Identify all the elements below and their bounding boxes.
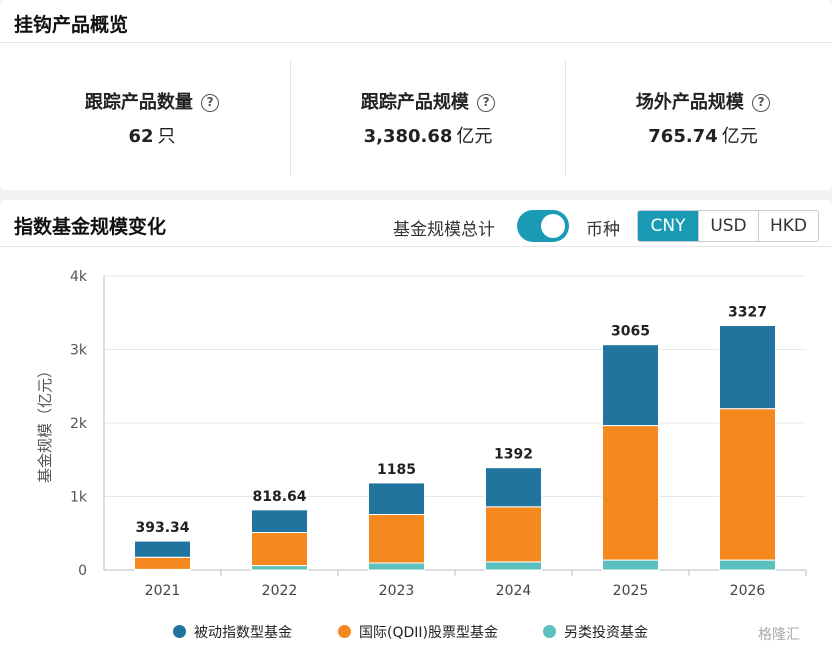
y-tick-label: 3k xyxy=(70,343,88,359)
help-icon[interactable]: ? xyxy=(752,94,771,112)
legend-item[interactable]: 另类投资基金 xyxy=(543,622,648,642)
bar-segment xyxy=(251,565,308,571)
bar-total-label: 1392 xyxy=(494,447,533,463)
bar-total-label: 818.64 xyxy=(252,489,306,505)
bar-total-label: 3065 xyxy=(611,324,650,340)
metric-label: 跟踪产品规模 xyxy=(360,92,469,113)
bar-segment xyxy=(368,482,425,516)
bar-segment xyxy=(719,324,776,410)
legend-label: 国际(QDII)股票型基金 xyxy=(359,625,498,641)
currency-label: 币种 xyxy=(586,220,620,240)
y-tick-label: 4k xyxy=(70,269,88,285)
metric-unit: 只 xyxy=(157,126,176,147)
total-toggle-label: 基金规模总计 xyxy=(393,220,495,240)
watermark-logo: 格隆汇 xyxy=(758,627,800,643)
bar-segment xyxy=(719,559,776,571)
y-axis-title: 基金规模（亿元） xyxy=(36,363,54,483)
x-tick-label: 2022 xyxy=(262,583,298,599)
metric-value: 62 xyxy=(128,126,154,147)
bar-segment xyxy=(134,540,191,558)
overview-card: 挂钩产品概览 跟踪产品数量 ? 62 只 跟踪产品规模 ? 3,380.68 亿元 … xyxy=(0,0,832,190)
bar-segment xyxy=(485,561,542,571)
metric-unit: 亿元 xyxy=(721,126,758,147)
x-tick-label: 2023 xyxy=(379,583,415,599)
help-icon[interactable]: ? xyxy=(477,94,496,112)
currency-option[interactable]: HKD xyxy=(758,211,818,241)
bar-segment xyxy=(368,514,425,564)
currency-selector[interactable]: CNY USD HKD xyxy=(637,210,819,242)
legend-dot xyxy=(543,625,556,638)
metric-tracked-scale: 跟踪产品规模 ? 3,380.68 亿元 xyxy=(290,60,566,176)
metric-tracked-count: 跟踪产品数量 ? 62 只 xyxy=(14,60,290,176)
bar-total-label: 393.34 xyxy=(135,520,189,536)
y-tick-label: 0 xyxy=(78,563,87,579)
toggle-knob xyxy=(541,214,565,238)
overview-divider xyxy=(0,42,832,43)
bar-segment xyxy=(602,425,659,561)
bar-segment xyxy=(368,562,425,571)
bar-segment xyxy=(134,556,191,570)
bar-segment xyxy=(485,506,542,563)
y-tick-label: 2k xyxy=(70,416,88,432)
metric-value: 765.74 xyxy=(648,126,718,147)
fund-scale-chart: 0 1k 2k 3k 4k 基金规模（亿元） 393.34 2021 818.64 2022 118… xyxy=(36,269,807,599)
legend-label: 被动指数型基金 xyxy=(194,625,292,641)
bar-segment xyxy=(719,408,776,561)
currency-option[interactable]: USD xyxy=(698,211,758,241)
bar-segment xyxy=(251,509,308,534)
x-tick-label: 2026 xyxy=(730,583,766,599)
bar-segment xyxy=(485,467,542,508)
x-tick-label: 2024 xyxy=(496,583,532,599)
metric-label: 场外产品规模 xyxy=(635,92,744,113)
bar-total-label: 1185 xyxy=(377,462,416,478)
total-toggle-switch[interactable] xyxy=(517,210,569,242)
bar-segment xyxy=(602,344,659,427)
bar-segment xyxy=(251,532,308,567)
metric-value: 3,380.68 xyxy=(363,126,453,147)
help-icon[interactable]: ? xyxy=(201,94,220,112)
legend-item[interactable]: 被动指数型基金 xyxy=(173,622,292,642)
scale-card: 指数基金规模变化 xyxy=(0,200,832,652)
metric-otc-scale: 场外产品规模 ? 765.74 亿元 xyxy=(565,60,832,176)
bar-total-label: 3327 xyxy=(728,304,767,320)
bar-segment xyxy=(602,559,659,571)
metric-unit: 亿元 xyxy=(456,126,493,147)
metric-divider xyxy=(290,60,291,176)
overview-title: 挂钩产品概览 xyxy=(14,14,129,36)
chart-legend: 被动指数型基金 国际(QDII)股票型基金 另类投资基金 xyxy=(0,622,832,642)
currency-option[interactable]: CNY xyxy=(638,211,698,241)
metric-divider xyxy=(565,60,566,176)
scale-divider xyxy=(0,246,832,247)
y-tick-label: 1k xyxy=(70,490,88,506)
x-tick-label: 2025 xyxy=(613,583,649,599)
x-tick-label: 2021 xyxy=(145,583,181,599)
legend-item[interactable]: 国际(QDII)股票型基金 xyxy=(338,622,498,642)
legend-dot xyxy=(338,625,351,638)
metric-label: 跟踪产品数量 xyxy=(84,92,193,113)
scale-section-title: 指数基金规模变化 xyxy=(14,216,167,238)
legend-label: 另类投资基金 xyxy=(564,625,648,641)
legend-dot xyxy=(173,625,186,638)
